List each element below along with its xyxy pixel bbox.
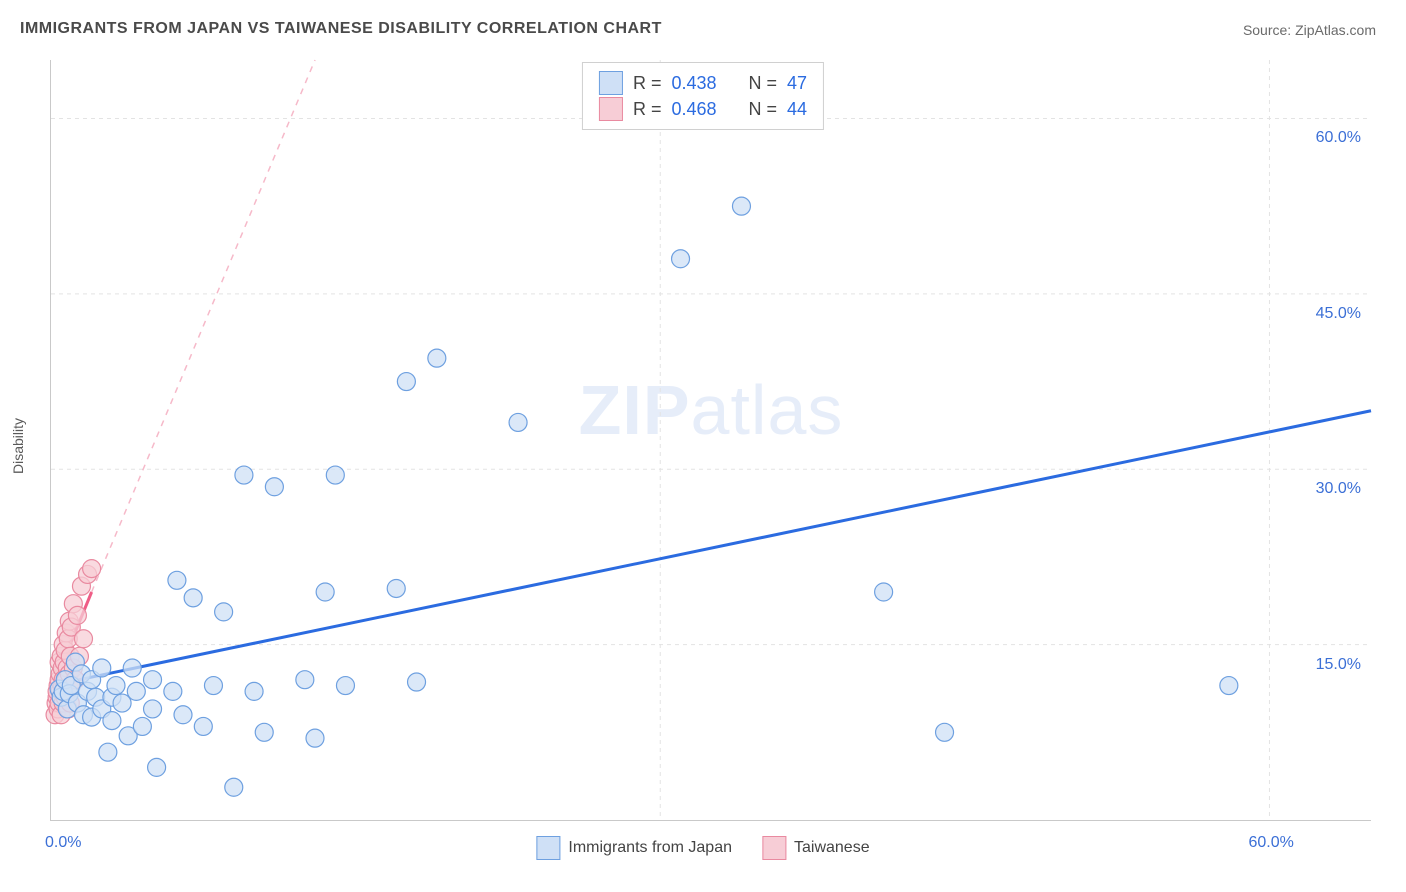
r-label-blue: R =: [633, 73, 662, 94]
r-value-blue: 0.438: [671, 73, 716, 94]
legend-swatch-blue: [536, 836, 560, 860]
r-value-pink: 0.468: [671, 99, 716, 120]
scatter-svg: [51, 60, 1371, 820]
y-tick-label: 45.0%: [1316, 305, 1361, 323]
n-label-blue: N =: [749, 73, 778, 94]
legend-label-pink: Taiwanese: [794, 839, 870, 857]
chart-plot-area: ZIPatlas 15.0%30.0%45.0%60.0%: [50, 60, 1371, 821]
legend-item-pink: Taiwanese: [762, 836, 870, 860]
source-label: Source:: [1243, 22, 1295, 38]
x-max-label: 60.0%: [1248, 834, 1293, 852]
source-attribution: Source: ZipAtlas.com: [1243, 22, 1376, 38]
y-axis-label: Disability: [10, 418, 26, 474]
stats-row-pink: R = 0.468 N = 44: [599, 97, 807, 121]
swatch-pink: [599, 97, 623, 121]
y-tick-label: 30.0%: [1316, 480, 1361, 498]
x-origin-label: 0.0%: [45, 834, 81, 852]
n-label-pink: N =: [749, 99, 778, 120]
y-tick-label: 15.0%: [1316, 656, 1361, 674]
r-label-pink: R =: [633, 99, 662, 120]
legend-item-blue: Immigrants from Japan: [536, 836, 732, 860]
y-tick-label: 60.0%: [1316, 129, 1361, 147]
n-value-blue: 47: [787, 73, 807, 94]
source-name: ZipAtlas.com: [1295, 22, 1376, 38]
legend-label-blue: Immigrants from Japan: [568, 839, 732, 857]
swatch-blue: [599, 71, 623, 95]
bottom-legend: Immigrants from Japan Taiwanese: [536, 836, 869, 860]
legend-swatch-pink: [762, 836, 786, 860]
stats-row-blue: R = 0.438 N = 47: [599, 71, 807, 95]
n-value-pink: 44: [787, 99, 807, 120]
chart-title: IMMIGRANTS FROM JAPAN VS TAIWANESE DISAB…: [20, 20, 662, 38]
correlation-stats-box: R = 0.438 N = 47 R = 0.468 N = 44: [582, 62, 824, 130]
